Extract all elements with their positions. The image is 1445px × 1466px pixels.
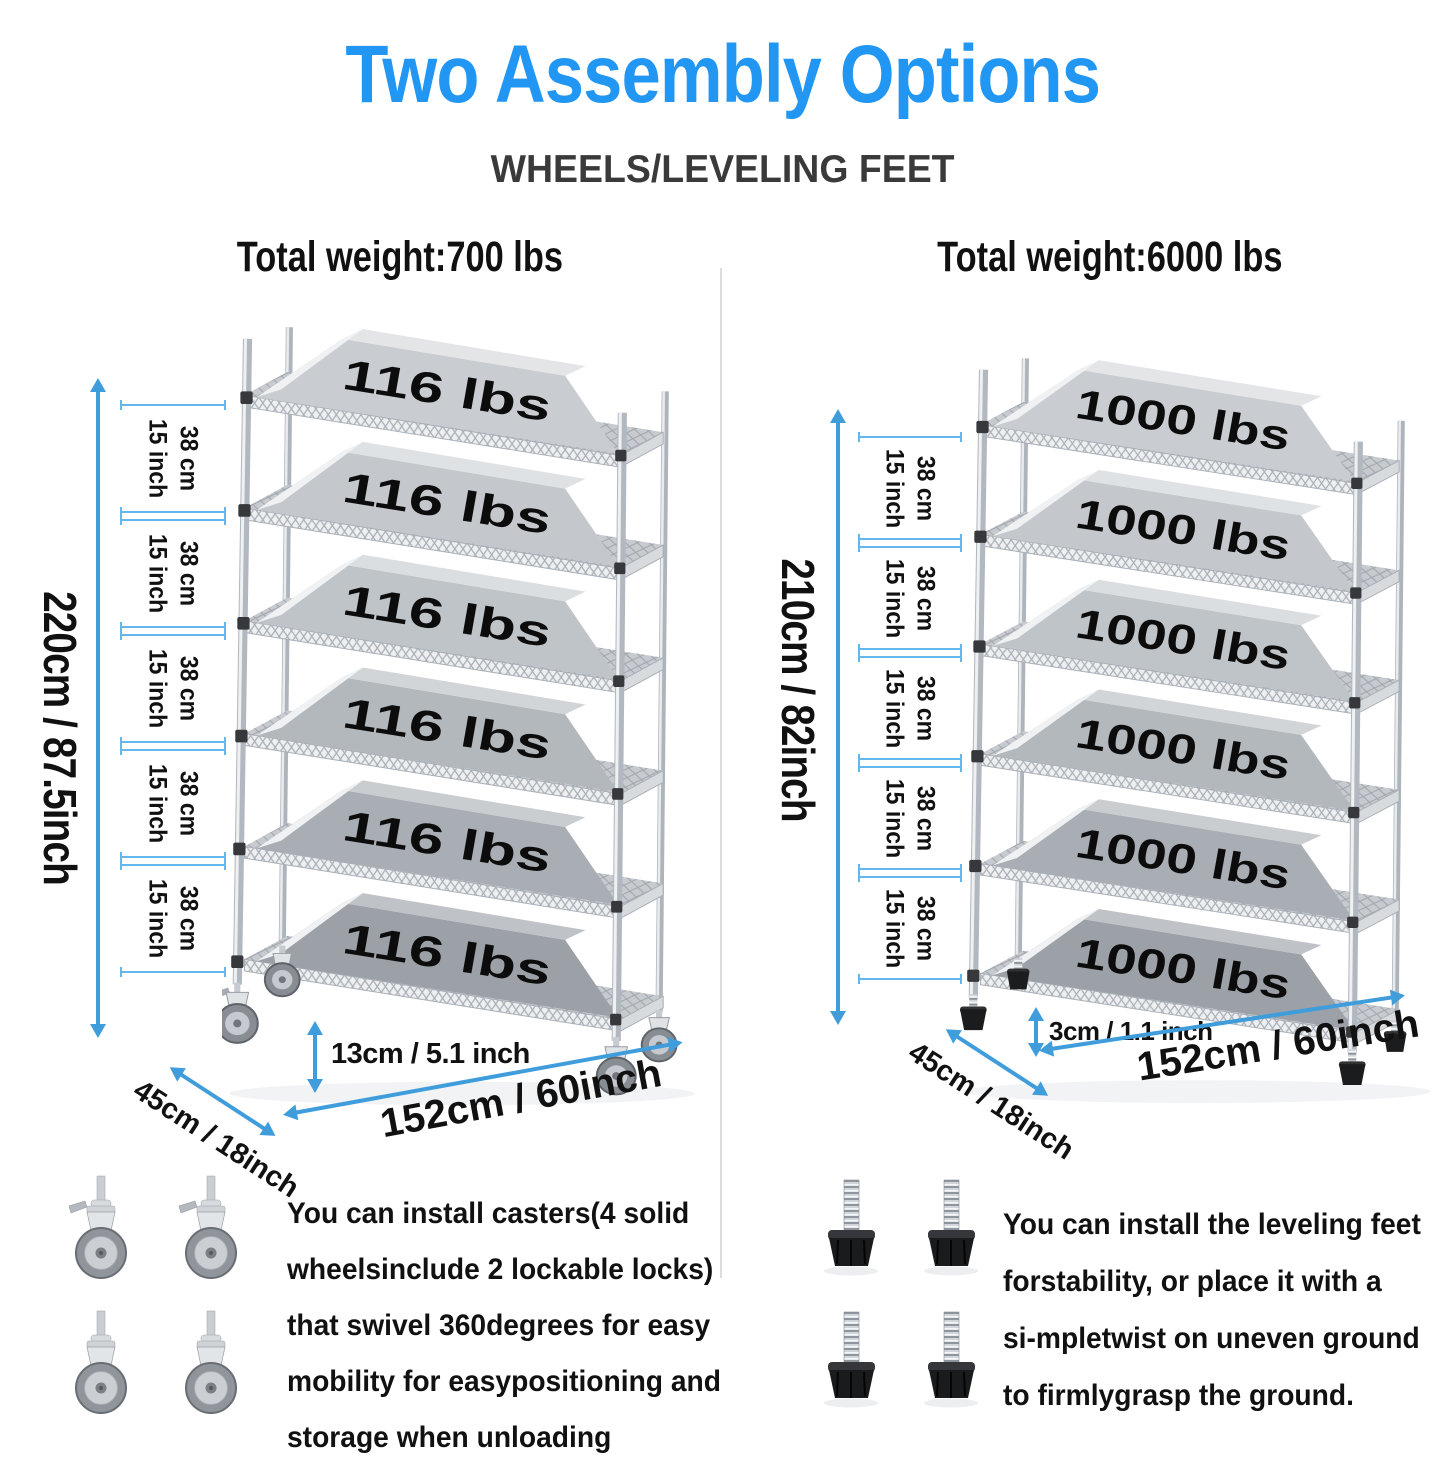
shelf-level: 116 lbs <box>243 329 664 469</box>
leveling-foot-icon <box>1007 958 1030 990</box>
page-title-text: Two Assembly Options <box>345 29 1101 120</box>
gap-dimension-label: 38 cm 15 inch <box>144 648 203 729</box>
height-dimension-arrow <box>830 409 846 1025</box>
shelf-gap-dimension: 38 cm 15 inch <box>858 652 962 764</box>
gap-tick <box>120 630 226 640</box>
height-dimension-arrow <box>90 378 106 1038</box>
gap-tick <box>120 852 226 862</box>
pole-collars <box>967 420 1363 1038</box>
floor-shadow <box>965 1080 1431 1103</box>
gap-tick <box>858 864 962 874</box>
gap-tick <box>858 762 962 772</box>
right-total-weight-heading: Total weight:6000 lbs <box>937 233 1283 281</box>
swivel-caster-icon <box>75 1310 127 1414</box>
shelf-level: 1000 lbs <box>979 909 1400 1045</box>
shelf-unit-with-wheels-illustration: 116 lbs 116 lbs 116 lbs 11 <box>222 327 695 1106</box>
gap-dimension-label: 38 cm 15 inch <box>144 533 203 614</box>
gap-tick <box>858 652 962 662</box>
gap-tick <box>120 737 226 747</box>
leveling-foot-icon <box>923 1179 979 1277</box>
locking-caster-icon <box>178 1175 237 1279</box>
swivel-caster-icon <box>185 1310 237 1414</box>
leveling-feet-image <box>823 1179 979 1409</box>
shelf-gap-dimension: 38 cm 15 inch <box>120 630 226 747</box>
shelf-gap-dimension: 38 cm 15 inch <box>120 745 226 862</box>
shelf-level: 116 lbs <box>243 780 664 920</box>
center-divider-line <box>720 268 722 1278</box>
shelf-level: 116 lbs <box>243 441 664 581</box>
clearance-dimension-arrow <box>307 1021 323 1093</box>
gap-dimension-label: 38 cm 15 inch <box>881 448 940 528</box>
page-title: Two Assembly Options <box>0 28 1445 122</box>
shelf-level: 116 lbs <box>243 667 664 807</box>
leveling-foot-icon <box>1383 1020 1407 1052</box>
locking-caster-icon <box>68 1175 127 1279</box>
height-dimension-label: 220cm / 87.5inch <box>34 591 86 885</box>
gap-dimension-label: 38 cm 15 inch <box>881 778 940 858</box>
gap-dimension-label: 38 cm 15 inch <box>144 878 203 959</box>
shelf-level: 1000 lbs <box>979 579 1400 715</box>
shelf-gap-dimension: 38 cm 15 inch <box>858 542 962 654</box>
gap-tick <box>120 622 226 632</box>
gap-tick <box>120 860 226 870</box>
left-total-weight-heading: Total weight:700 lbs <box>236 233 564 281</box>
gap-dimension-label: 38 cm 15 inch <box>881 888 940 968</box>
gap-tick <box>120 507 226 517</box>
shelf-level: 1000 lbs <box>979 689 1400 825</box>
pole-collars <box>231 391 627 1026</box>
gap-dimension-label: 38 cm 15 inch <box>144 418 203 499</box>
shelf-level: 116 lbs <box>243 893 664 1033</box>
shelf-level: 1000 lbs <box>979 360 1400 496</box>
shelf-gap-dimension: 38 cm 15 inch <box>858 762 962 874</box>
leveling-feet-description: You can install the leveling feet forsta… <box>1003 1208 1421 1412</box>
gap-tick <box>858 432 962 442</box>
shelf-level: 116 lbs <box>243 554 664 694</box>
gap-tick <box>120 745 226 755</box>
clearance-dimension-label: 3cm / 1.1 inch <box>1049 1016 1213 1046</box>
gap-tick <box>858 542 962 552</box>
shelf-gap-dimension: 38 cm 15 inch <box>858 872 962 984</box>
height-dimension-label: 210cm / 82inch <box>772 558 824 822</box>
gap-dimension-label: 38 cm 15 inch <box>144 763 203 844</box>
gap-tick <box>858 534 962 544</box>
caster-wheels-image <box>68 1175 237 1414</box>
caster-wheel-icon <box>263 945 301 998</box>
casters-description: You can install casters(4 solid wheelsin… <box>287 1197 722 1454</box>
page-subtitle: WHEELS/LEVELING FEET <box>490 148 955 191</box>
shelf-gap-dimension: 38 cm 15 inch <box>120 515 226 632</box>
clearance-dimension-label: 13cm / 5.1 inch <box>331 1038 530 1070</box>
gap-tick <box>858 754 962 764</box>
shelf-level: 1000 lbs <box>979 799 1400 935</box>
shelf-level: 1000 lbs <box>979 470 1400 606</box>
floor-shadow <box>229 1081 695 1106</box>
leveling-foot-icon <box>823 1311 879 1409</box>
gap-tick <box>858 974 962 984</box>
shelf-gap-dimension: 38 cm 15 inch <box>858 432 962 544</box>
gap-tick <box>858 644 962 654</box>
shelf-gap-dimension: 38 cm 15 inch <box>120 400 226 517</box>
leveling-foot-icon <box>823 1179 879 1277</box>
leveling-foot-icon <box>960 994 987 1031</box>
gap-tick <box>120 515 226 525</box>
shelf-unit-with-leveling-feet-illustration: 1000 lbs 1000 lbs 1000 lbs <box>960 358 1431 1103</box>
gap-tick <box>120 400 226 410</box>
shelf-gap-dimension: 38 cm 15 inch <box>120 860 226 977</box>
gap-dimension-label: 38 cm 15 inch <box>881 558 940 638</box>
gap-dimension-label: 38 cm 15 inch <box>881 668 940 748</box>
gap-tick <box>120 967 226 977</box>
leveling-foot-icon <box>1338 1049 1366 1085</box>
gap-tick <box>858 872 962 882</box>
leveling-foot-icon <box>923 1311 979 1409</box>
caster-wheel-icon <box>222 982 259 1044</box>
